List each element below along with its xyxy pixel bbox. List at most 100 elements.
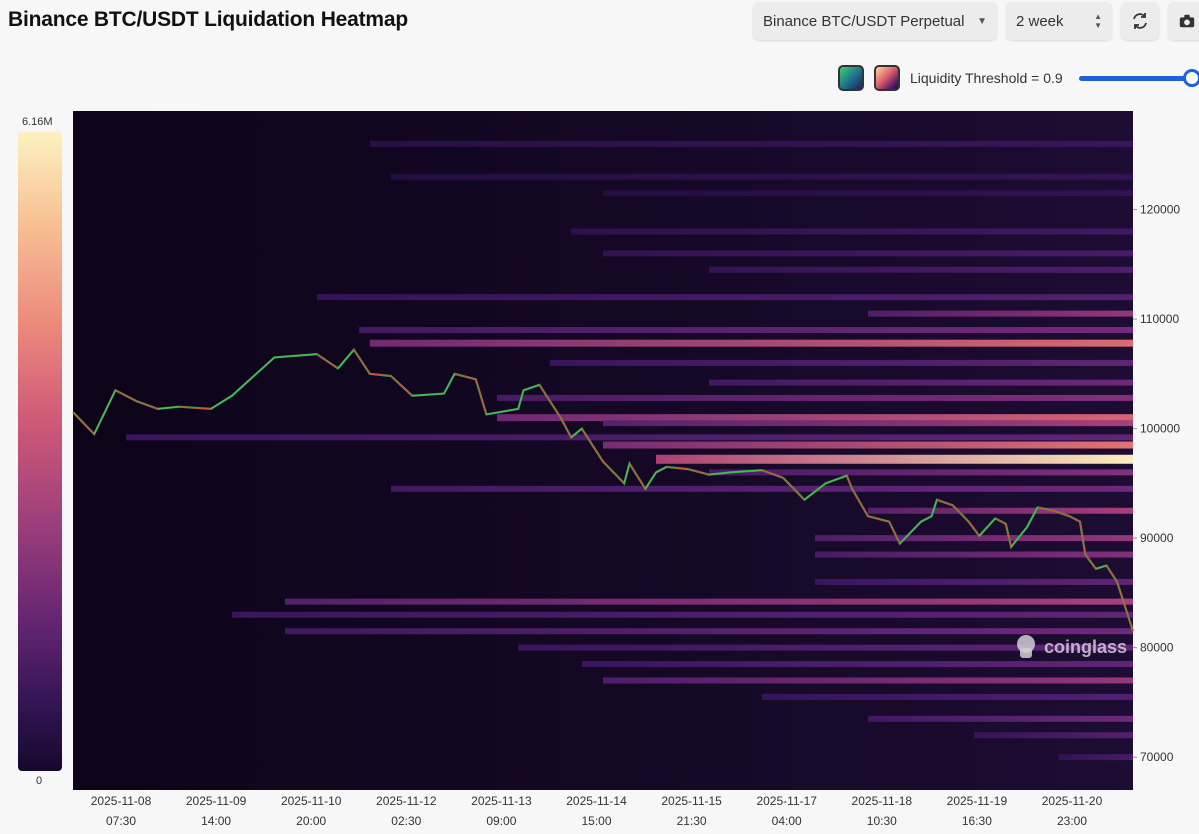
liquidation-band — [1058, 754, 1133, 761]
green-palette-swatch-icon[interactable] — [838, 65, 864, 91]
liquidation-band — [571, 228, 1133, 235]
threshold-label: Liquidity Threshold = 0.9 — [910, 70, 1063, 86]
price-segment — [793, 488, 805, 501]
price-segment — [549, 400, 562, 418]
price-segment — [730, 469, 763, 474]
price-segment — [178, 406, 211, 410]
liquidation-band — [285, 628, 1133, 635]
pair-select-value: Binance BTC/USDT Perpetual — [763, 12, 965, 30]
liquidation-band — [359, 327, 1133, 334]
liquidation-band — [709, 379, 1133, 386]
liquidation-band — [497, 394, 1133, 401]
price-segment — [523, 384, 540, 391]
liquidation-band — [391, 173, 1133, 180]
x-tick-date-label: 2025-11-12 — [376, 794, 437, 808]
liquidation-band — [868, 507, 1133, 514]
x-tick-time-label: 07:30 — [106, 814, 136, 828]
threshold-row: Liquidity Threshold = 0.9 — [838, 64, 1199, 92]
price-segment — [602, 461, 615, 473]
x-tick-time-label: 10:30 — [867, 814, 897, 828]
price-segment — [936, 499, 954, 506]
price-segment — [486, 408, 519, 416]
x-tick-date-label: 2025-11-14 — [566, 794, 627, 808]
colorbar — [18, 132, 62, 771]
x-tick-time-label: 23:00 — [1057, 814, 1087, 828]
liquidation-band — [285, 598, 1133, 605]
price-segment — [538, 384, 551, 402]
price-segment — [316, 353, 339, 369]
price-segment — [1105, 565, 1118, 583]
threshold-slider-track[interactable] — [1079, 76, 1189, 81]
watermark: coinglass — [1017, 635, 1127, 658]
price-segment — [655, 466, 667, 473]
x-tick-time-label: 14:00 — [201, 814, 231, 828]
price-segment — [72, 411, 95, 435]
y-tick-label: 100000 — [1140, 422, 1180, 436]
x-axis: 2025-11-08 07:30 2025-11-09 14:00 2025-11-10… — [91, 794, 1103, 828]
y-tick-label: 120000 — [1140, 203, 1180, 217]
price-segment — [369, 373, 392, 377]
watermark-text: coinglass — [1044, 637, 1127, 657]
x-tick-time-label: 20:00 — [296, 814, 326, 828]
liquidation-band — [518, 644, 1133, 651]
heatmap-bands — [126, 140, 1133, 761]
y-tick-label: 90000 — [1140, 531, 1174, 545]
liquidation-band — [656, 454, 1133, 464]
price-segment — [825, 475, 848, 485]
price-segment — [1116, 581, 1124, 599]
price-segment — [560, 417, 572, 438]
price-segment — [968, 521, 980, 537]
liquidation-band — [603, 190, 1133, 197]
price-segment — [443, 373, 456, 394]
price-segment — [454, 373, 476, 380]
pair-select[interactable]: Binance BTC/USDT Perpetual ▼ — [753, 2, 997, 40]
price-segment — [867, 515, 890, 523]
price-segment — [1084, 554, 1097, 570]
liquidation-band — [868, 715, 1133, 722]
x-tick-time-label: 09:00 — [486, 814, 516, 828]
x-tick-time-label: 04:00 — [772, 814, 802, 828]
range-select-value: 2 week — [1016, 12, 1064, 30]
price-segment — [623, 463, 631, 484]
x-tick-date-label: 2025-11-13 — [471, 794, 532, 808]
price-segment — [1037, 506, 1054, 512]
price-segment — [115, 389, 137, 402]
magma-palette-swatch-icon[interactable] — [874, 65, 900, 91]
price-segment — [1079, 521, 1086, 555]
price-segment — [644, 472, 657, 490]
liquidation-band — [603, 677, 1133, 684]
price-segment — [412, 392, 445, 397]
price-segment — [1053, 510, 1070, 517]
price-series — [72, 347, 1135, 632]
range-select[interactable]: 2 week ▲ ▼ — [1006, 2, 1112, 40]
price-segment — [761, 469, 784, 479]
x-tick-date-label: 2025-11-17 — [756, 794, 817, 808]
price-segment — [390, 375, 413, 397]
price-segment — [1005, 523, 1012, 548]
price-segment — [782, 477, 795, 490]
refresh-icon — [1133, 13, 1147, 29]
x-tick-time-label: 15:00 — [581, 814, 611, 828]
liquidation-band — [815, 551, 1133, 558]
x-tick-date-label: 2025-11-08 — [91, 794, 152, 808]
liquidation-band — [316, 294, 1133, 301]
price-segment — [93, 390, 116, 435]
liquidation-band — [369, 339, 1133, 347]
refresh-button[interactable] — [1121, 2, 1159, 40]
liquidation-band — [815, 535, 1133, 542]
price-segment — [136, 400, 159, 410]
liquidation-band — [709, 266, 1133, 273]
y-tick-label: 110000 — [1140, 312, 1179, 326]
colorbar-max-label: 6.16M — [22, 116, 53, 128]
camera-button[interactable] — [1168, 2, 1199, 40]
price-segment — [952, 504, 970, 523]
x-tick-date-label: 2025-11-18 — [852, 794, 913, 808]
price-segment — [274, 353, 317, 359]
colorbar-min-label: 0 — [36, 775, 43, 787]
camera-icon — [1179, 14, 1195, 28]
y-axis: 70000 80000 90000 100000 110000 120000 — [1133, 203, 1180, 764]
liquidation-band — [581, 661, 1133, 668]
price-segment — [899, 532, 911, 545]
liquidation-band — [550, 359, 1133, 366]
